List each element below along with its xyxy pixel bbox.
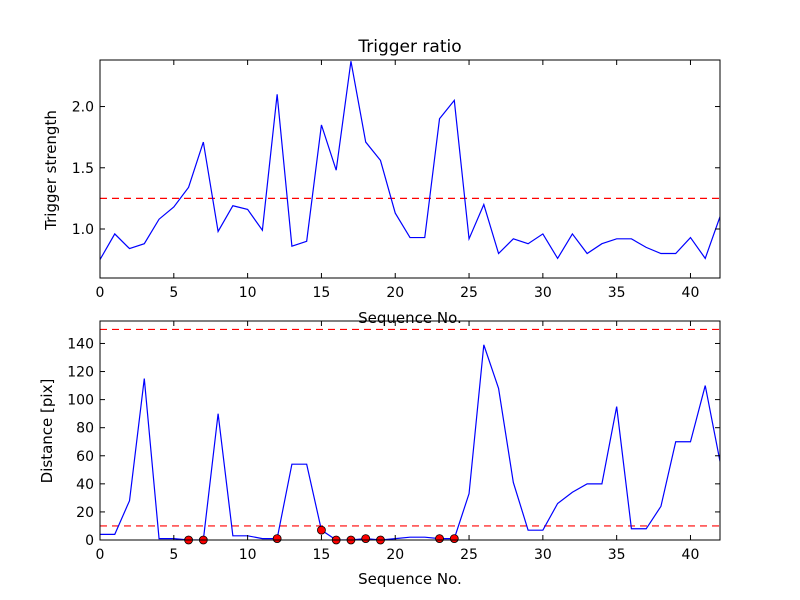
y-tick-label: 140 [67,336,94,352]
data-point-marker [449,534,459,543]
x-tick-label: 0 [96,285,105,301]
y-tick-label: 80 [76,421,94,437]
y-tick-label: 60 [76,449,94,465]
axes-frame [99,59,721,279]
series-line [100,61,720,260]
series-line [100,344,720,540]
x-axis-label: Sequence No. [358,570,462,588]
x-tick-label: 40 [682,285,700,301]
x-tick-label: 10 [239,547,257,563]
y-tick-label: 2.0 [72,100,94,116]
y-tick-label: 20 [76,505,94,521]
x-tick-label: 20 [386,285,404,301]
x-tick-label: 15 [313,285,331,301]
y-axis-label: Distance [pix] [38,379,56,484]
data-point-marker [435,534,444,543]
axes-frame [99,320,721,541]
x-tick-label: 30 [534,547,552,563]
x-tick-label: 15 [313,547,331,563]
x-tick-label: 35 [608,547,626,563]
distance-subplot: 0 5 10 15 20 25 30 35 40 0 20 40 60 80 100 120 140 Seque… [38,320,721,588]
x-tick-label: 25 [460,547,478,563]
data-point-marker [317,525,326,535]
x-tick-label: 30 [534,285,552,301]
y-axis-label: Trigger strength [42,110,60,231]
y-tick-label: 40 [76,477,94,493]
trigger-ratio-subplot: Trigger ratio 0 5 10 15 20 25 30 35 401.01.52.0 … [42,37,721,327]
x-tick-label: 20 [386,547,404,563]
y-tick-label: 100 [67,393,94,409]
y-tick-label: 0 [85,533,94,549]
y-tick-label: 1.0 [72,222,94,238]
x-axis-label: Sequence No. [358,309,462,327]
x-tick-label: 35 [608,285,626,301]
data-point-marker [361,534,371,543]
x-tick-label: 25 [460,285,478,301]
y-tick-label: 1.5 [72,161,94,177]
data-point-marker [272,534,282,543]
x-tick-label: 5 [169,285,178,301]
x-tick-label: 40 [682,547,700,563]
x-tick-label: 0 [96,547,105,563]
plot-area: 0 5 10 15 20 25 30 35 40 1.0 1.5 2.0 [72,59,721,301]
x-tick-label: 5 [169,547,178,563]
chart-title: Trigger ratio [357,37,461,57]
y-tick-label: 120 [67,365,94,381]
plot-area: 0 5 10 15 20 25 30 35 40 0 20 40 60 80 100 120 140 [67,320,721,563]
x-tick-label: 10 [239,285,257,301]
